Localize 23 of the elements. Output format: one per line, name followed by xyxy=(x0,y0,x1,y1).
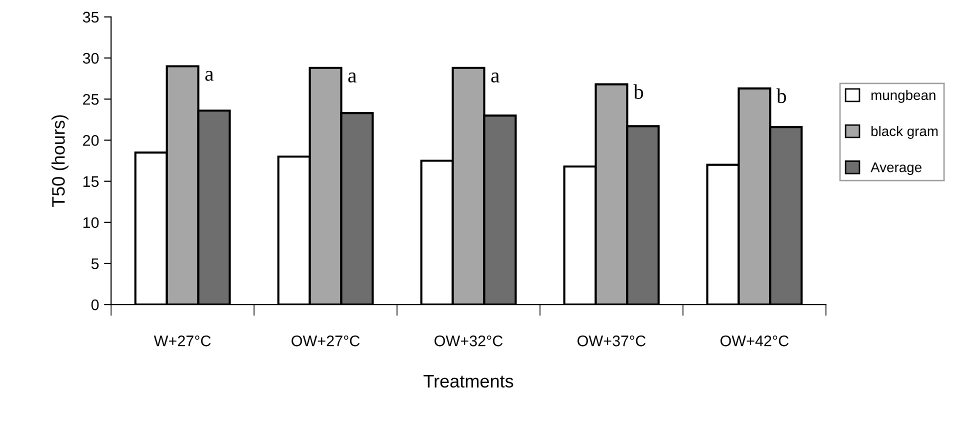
x-tick-label: OW+32°C xyxy=(434,336,503,346)
x-axis-title: Treatments xyxy=(424,375,514,388)
x-tick-label: OW+37°C xyxy=(578,336,646,346)
y-tick-label: 10 xyxy=(83,217,99,228)
y-tick-label: 25 xyxy=(83,94,99,105)
y-tick-label: 35 xyxy=(82,12,99,23)
legend-label: black gram xyxy=(871,126,938,139)
legend-label: mungbean xyxy=(872,90,936,103)
legend-label: Average xyxy=(870,162,922,175)
annotation: a xyxy=(205,70,214,81)
y-tick-label: 20 xyxy=(83,135,99,146)
annotation: b xyxy=(776,88,786,104)
y-tick-label: 0 xyxy=(91,299,99,310)
y-tick-label: 5 xyxy=(91,258,99,270)
y-tick-label: 30 xyxy=(82,52,99,64)
annotation: b xyxy=(633,84,644,99)
annotation: a xyxy=(491,72,500,83)
x-tick-label: OW+27°C xyxy=(292,336,360,346)
y-axis-title: T50 (hours) xyxy=(52,115,68,207)
x-tick-label: W+27°C xyxy=(154,336,211,346)
x-tick-label: OW+42°C xyxy=(720,336,789,346)
annotation: a xyxy=(348,72,357,83)
y-tick-label: 15 xyxy=(83,176,99,187)
